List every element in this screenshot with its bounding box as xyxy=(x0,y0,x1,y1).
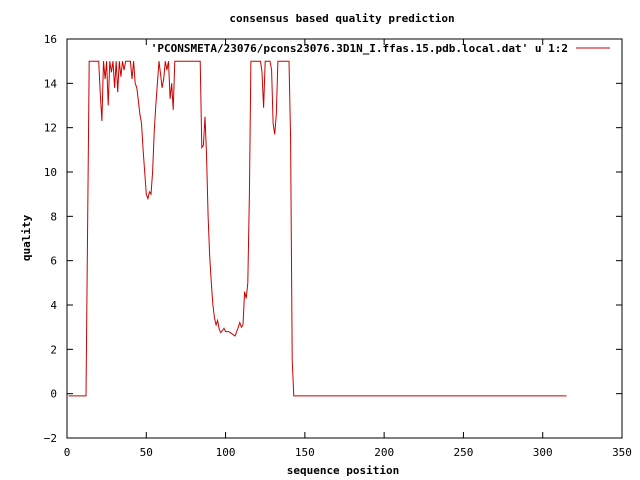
y-tick-label: 8 xyxy=(50,210,57,223)
legend-label: 'PCONSMETA/23076/pcons23076.3D1N_I.ffas.… xyxy=(151,42,568,55)
x-tick-label: 300 xyxy=(533,446,553,459)
y-tick-label: 6 xyxy=(50,255,57,268)
plot-frame xyxy=(66,38,623,439)
y-tick-label: 2 xyxy=(50,343,57,356)
x-tick-label: 350 xyxy=(612,446,632,459)
y-tick-label: 16 xyxy=(44,33,57,46)
x-tick-label: 150 xyxy=(295,446,315,459)
legend: 'PCONSMETA/23076/pcons23076.3D1N_I.ffas.… xyxy=(151,42,610,55)
y-tick-label: −2 xyxy=(44,432,57,445)
x-tick-label: 250 xyxy=(453,446,473,459)
series-line-0 xyxy=(68,60,567,397)
y-tick-label: 12 xyxy=(44,122,57,135)
x-tick-labels: 0 50 100 150 200 250 300 350 xyxy=(64,446,632,459)
x-tick-label: 200 xyxy=(374,446,394,459)
chart-title: consensus based quality prediction xyxy=(229,12,454,25)
x-tick-label: 50 xyxy=(140,446,153,459)
axis-ticks xyxy=(66,38,623,439)
y-tick-label: 14 xyxy=(44,77,58,90)
y-tick-label: 4 xyxy=(50,299,57,312)
y-axis-label: quality xyxy=(20,214,33,261)
x-axis-label: sequence position xyxy=(287,464,400,477)
y-tick-label: 0 xyxy=(50,388,57,401)
x-tick-label: 100 xyxy=(216,446,236,459)
y-tick-labels: −2 0 2 4 6 8 10 12 14 16 xyxy=(44,33,58,445)
x-tick-label: 0 xyxy=(64,446,71,459)
y-tick-label: 10 xyxy=(44,166,57,179)
series-lines xyxy=(68,60,567,397)
